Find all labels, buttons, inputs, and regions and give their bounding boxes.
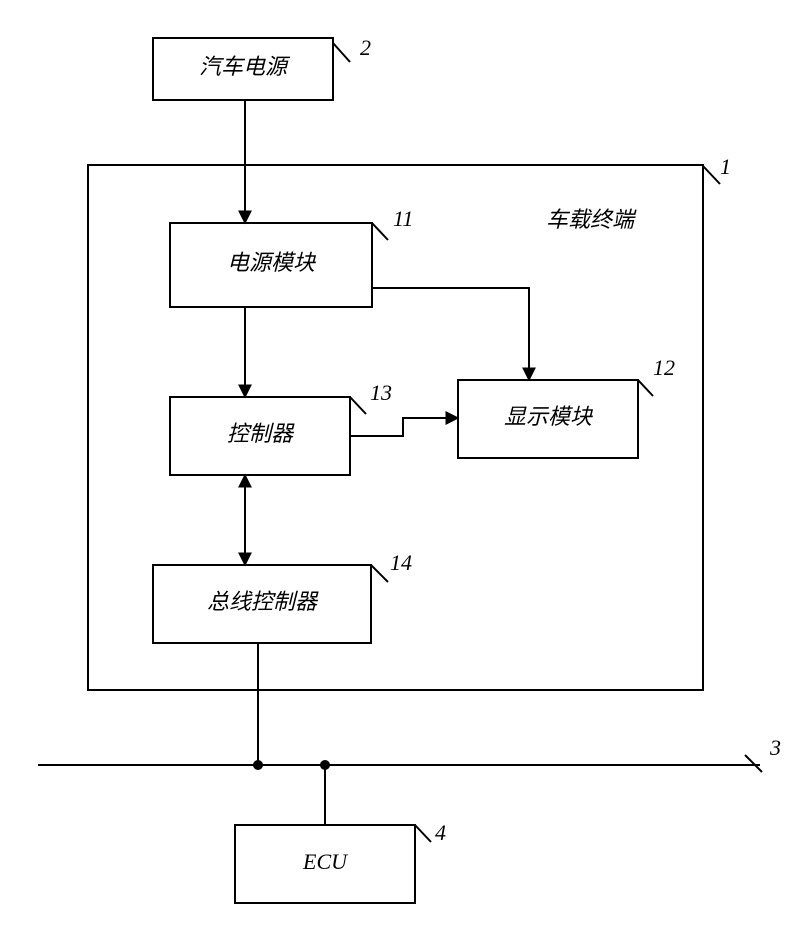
terminal-label: 车载终端 (546, 207, 637, 232)
ecu-ref-tick (415, 825, 431, 842)
power_module-ref: 11 (393, 206, 413, 231)
ecu-ref: 4 (435, 820, 446, 845)
controller-ref-tick (350, 397, 366, 414)
car_power-ref-tick (333, 43, 350, 62)
terminal-ref: 1 (720, 154, 731, 179)
power_module-label: 电源模块 (227, 250, 317, 275)
display-label: 显示模块 (504, 404, 594, 429)
terminal-box (88, 165, 703, 690)
bus-ref-tick (745, 755, 762, 772)
bus_ctrl-label: 总线控制器 (207, 589, 319, 614)
display-ref: 12 (653, 355, 675, 380)
edge-controller-display (350, 418, 458, 436)
bus_ctrl-ref-tick (371, 565, 388, 582)
ecu-label: ECU (302, 849, 349, 874)
display-ref-tick (638, 380, 653, 396)
bus_ctrl-ref: 14 (390, 550, 412, 575)
junction-dot (253, 760, 263, 770)
power_module-ref-tick (372, 223, 388, 240)
controller-label: 控制器 (227, 421, 295, 446)
terminal-ref-tick (703, 166, 720, 184)
block-diagram: 汽车电源 2 车载终端 1 电源模块 11 显示模块 12 控制器 13 总线控制器 14 ECU 4 3 (0, 0, 800, 937)
car_power-label: 汽车电源 (199, 54, 291, 79)
edge-power_module-display (372, 288, 529, 380)
junction-dot (320, 760, 330, 770)
car_power-ref: 2 (360, 35, 371, 60)
bus-ref: 3 (769, 735, 781, 760)
controller-ref: 13 (370, 380, 392, 405)
